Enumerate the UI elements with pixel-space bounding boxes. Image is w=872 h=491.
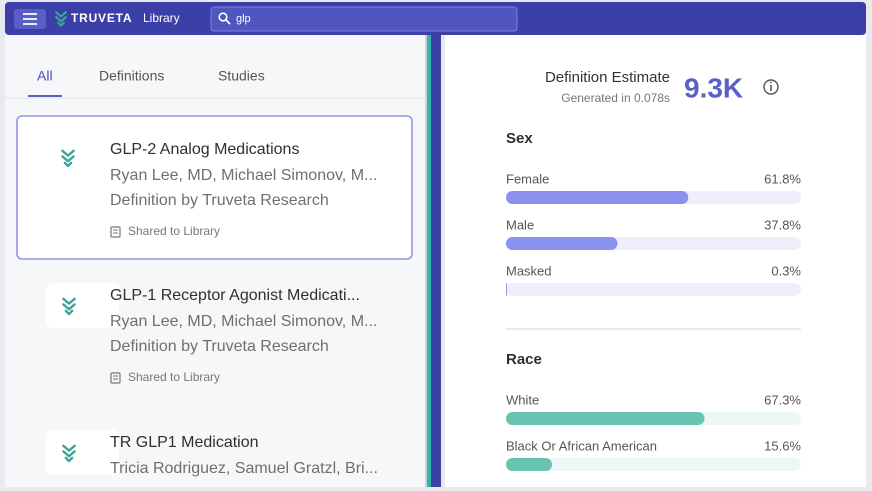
row-value: 15.6% <box>764 438 801 453</box>
row-value: 0.3% <box>771 263 801 278</box>
card-title: TR GLP1 Medication <box>110 434 259 451</box>
tab[interactable]: Definitions <box>99 68 164 84</box>
divider-handle[interactable] <box>431 35 441 487</box>
card-title: GLP-2 Analog Medications <box>110 141 299 158</box>
tab[interactable]: All <box>37 68 53 84</box>
divider-accent <box>427 35 431 487</box>
icon-box <box>46 283 119 328</box>
row-label: Masked <box>506 263 552 278</box>
estimate-label: Definition Estimate <box>545 69 670 86</box>
bar <box>506 412 705 425</box>
divider <box>425 35 427 487</box>
tab[interactable]: Studies <box>218 68 265 84</box>
bar-track <box>506 283 801 296</box>
bar <box>506 283 507 296</box>
status-icon-lines <box>113 229 118 234</box>
search-text: glp <box>236 13 251 25</box>
tab-indicator <box>28 95 62 97</box>
estimate-value: 9.3K <box>684 72 743 103</box>
bar-track <box>506 458 801 471</box>
row-value: 61.8% <box>764 171 801 186</box>
row-label: Male <box>506 217 534 232</box>
search-box[interactable]: glp <box>210 6 518 32</box>
section-title: Sex <box>506 130 533 147</box>
section-title: Race <box>506 351 542 368</box>
result-card[interactable]: TR GLP1 Medication Tricia Rodriguez, Samu… <box>46 430 378 477</box>
card-authors: Tricia Rodriguez, Samuel Gratzl, Bri... <box>110 460 378 477</box>
card-source: Definition by Truveta Research <box>110 338 329 355</box>
details-panel <box>445 35 866 487</box>
row-label: Black Or African American <box>506 438 657 453</box>
bar <box>506 191 689 204</box>
menu-button[interactable] <box>14 9 46 29</box>
row-value: 67.3% <box>764 392 801 407</box>
card-status: Shared to Library <box>128 224 220 238</box>
row-label: Female <box>506 171 549 186</box>
bar <box>506 237 618 250</box>
card-authors: Ryan Lee, MD, Michael Simonov, M... <box>110 313 377 330</box>
status-icon <box>110 372 121 384</box>
icon-box <box>46 430 119 475</box>
brand: TRUVETA <box>71 11 132 25</box>
results-panel <box>5 35 425 487</box>
nav-section[interactable]: Library <box>143 11 180 25</box>
card-frame <box>16 115 413 260</box>
card-status: Shared to Library <box>128 370 220 384</box>
card-source: Definition by Truveta Research <box>110 192 329 209</box>
info-icon[interactable] <box>763 79 779 95</box>
card-authors: Ryan Lee, MD, Michael Simonov, M... <box>110 167 377 184</box>
bar <box>506 458 553 471</box>
status-icon-lines <box>113 375 118 380</box>
status-icon <box>110 226 121 238</box>
row-label: White <box>506 392 539 407</box>
estimate-generated: Generated in 0.078s <box>561 91 670 105</box>
result-card[interactable]: GLP-1 Receptor Agonist Medicati... Ryan L… <box>46 283 377 384</box>
result-card[interactable]: GLP-2 Analog Medications Ryan Lee, MD, Mi… <box>16 115 413 260</box>
row-value: 37.8% <box>764 217 801 232</box>
card-title: GLP-1 Receptor Agonist Medicati... <box>110 287 360 304</box>
